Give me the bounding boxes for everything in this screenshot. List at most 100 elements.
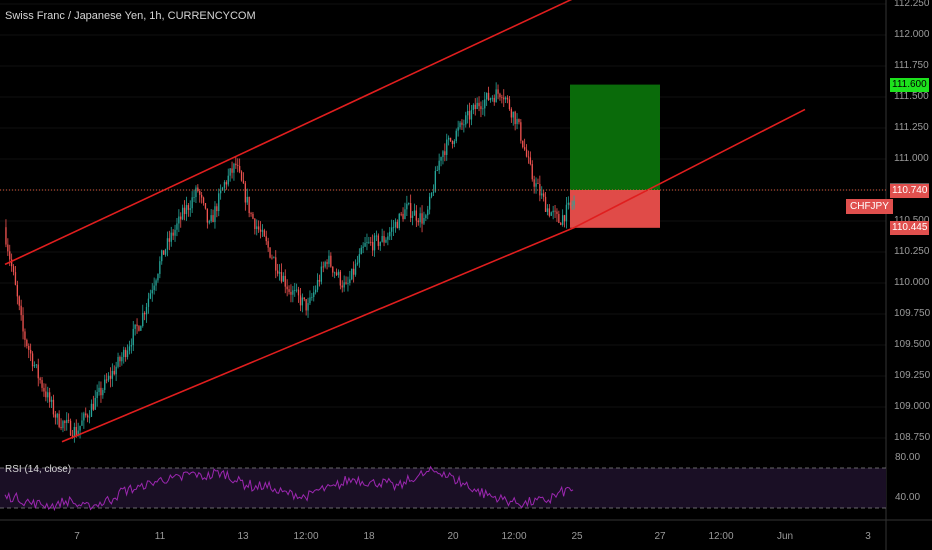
candle [459,121,461,130]
candle [79,425,81,439]
candle [115,361,117,381]
candle [466,104,469,124]
candle [320,261,323,285]
candle [233,162,235,181]
price-tick-label: 108.750 [894,432,931,443]
candle [143,311,146,321]
candle [172,229,174,240]
candle [280,263,283,284]
candle [364,237,366,248]
candle [480,101,482,118]
rsi-panel [0,465,886,512]
candle [278,264,281,281]
candle [434,166,437,193]
candle [174,224,176,242]
candle [81,412,83,426]
candle [136,318,138,334]
channel-line-3[interactable] [574,108,806,228]
candle [200,191,203,204]
candle [62,419,64,433]
candle [223,180,226,193]
candle [7,238,9,256]
price-tick-label: 112.000 [894,29,930,40]
candle [218,188,220,217]
candle [240,170,243,182]
candle [119,355,121,368]
candle [493,94,495,106]
candle [396,219,399,229]
candle [45,383,47,402]
candle [345,276,347,285]
candle [235,156,237,169]
take-profit-zone[interactable] [570,84,660,190]
candle [202,196,205,206]
candle [375,230,378,242]
candle [550,211,552,217]
candle [189,200,191,217]
candle [324,260,326,269]
candle [314,285,317,295]
price-tick-label: 111.750 [894,60,929,71]
time-tick-label: 20 [447,531,459,542]
candle [417,218,419,226]
candle [387,232,389,246]
candle [39,376,41,384]
time-tick-label: 12:00 [293,531,319,542]
candle [269,247,271,259]
candle [523,138,526,151]
candle [451,140,454,149]
channel-line-2[interactable] [61,226,576,443]
candle [457,120,459,137]
candle [413,203,416,216]
candle [535,177,537,194]
candle [446,133,448,161]
candle [294,282,296,297]
candle [238,158,241,174]
candle [130,338,133,354]
candle [254,217,256,235]
candle [316,273,319,293]
candle [128,340,131,355]
candle [573,195,575,210]
candle [326,259,328,270]
channel-line-1[interactable] [4,0,575,266]
candle [69,418,72,437]
price-tick-label: 109.750 [894,308,931,319]
candle [282,272,285,282]
candle [565,197,568,229]
candle [548,204,551,218]
candle [85,407,87,418]
candle [392,220,395,236]
channel-lines[interactable] [4,0,806,443]
candle [295,283,298,293]
candle [398,212,400,231]
time-tick-label: 12:00 [501,531,527,542]
candle [529,151,532,166]
time-tick-label: 27 [654,531,666,542]
candle [455,128,457,144]
candle [199,188,201,203]
candle [453,139,456,148]
candle [43,383,45,397]
candle [100,381,102,403]
position-zones[interactable] [570,84,660,228]
candle [343,275,345,292]
candle [518,118,520,125]
candle [476,97,478,110]
candle [377,233,380,250]
candles [5,82,575,443]
price-tick-label: 109.000 [894,401,931,412]
candle [472,103,475,115]
candle [358,248,361,268]
price-tick-label: 109.250 [894,370,931,381]
candle [390,219,393,240]
candle [275,250,277,279]
candle [381,228,383,243]
candle [73,422,76,443]
candle [142,304,144,328]
candle [506,95,509,104]
candle [561,209,564,227]
candle [370,236,372,246]
candle [52,394,55,418]
